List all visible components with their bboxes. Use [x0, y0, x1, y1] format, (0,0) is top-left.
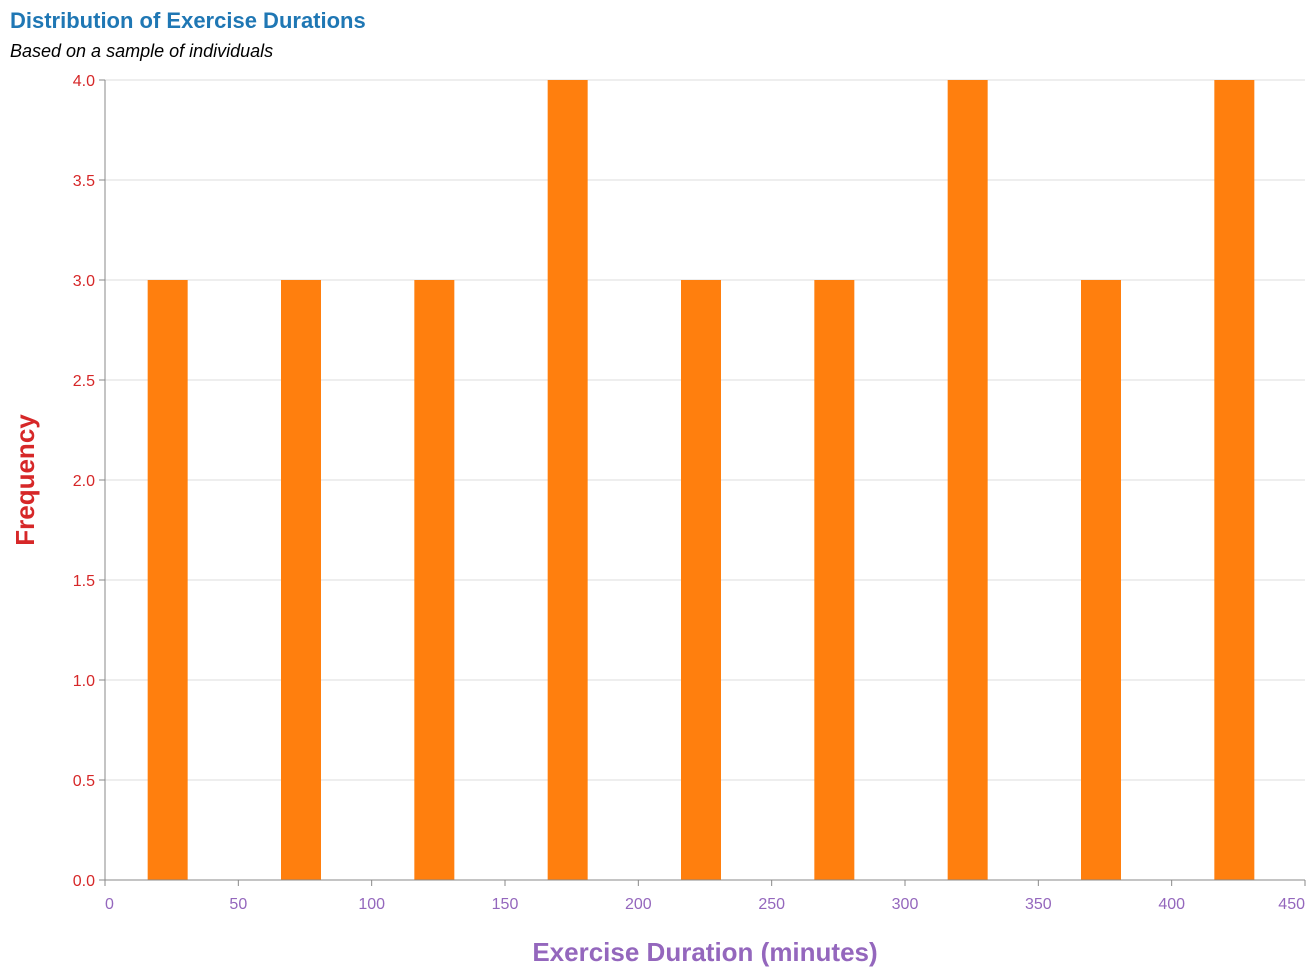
- x-tick-label: 350: [1025, 896, 1052, 913]
- bar: [414, 280, 455, 880]
- x-tick-label: 250: [758, 896, 785, 913]
- x-tick-label: 100: [358, 896, 385, 913]
- x-tick-label: 450: [1278, 896, 1305, 913]
- y-tick-label: 4.0: [73, 73, 95, 90]
- x-tick-label: 150: [492, 896, 519, 913]
- x-tick-label: 300: [892, 896, 919, 913]
- x-tick-label: 400: [1158, 896, 1185, 913]
- y-tick-label: 3.0: [73, 273, 95, 290]
- bar: [681, 280, 721, 880]
- bar: [814, 280, 855, 880]
- y-axis-title: Frequency: [10, 414, 40, 546]
- y-tick-label: 2.5: [73, 373, 95, 390]
- x-tick-label: 0: [105, 896, 114, 913]
- x-tick-label: 200: [625, 896, 652, 913]
- y-tick-label: 0.0: [73, 873, 95, 890]
- bar-layer: [147, 80, 1255, 880]
- bar: [147, 280, 188, 880]
- bar: [947, 80, 988, 880]
- bar: [547, 80, 588, 880]
- bar: [1214, 80, 1255, 880]
- x-tick-label: 50: [229, 896, 247, 913]
- chart-subtitle: Based on a sample of individuals: [10, 41, 274, 61]
- axis-layer: 0.0 0.5 1.0 1.5 2.0 2.5 3.0 3.5 4.0 0 50 100 150 200 2…: [73, 73, 1306, 913]
- chart-title: Distribution of Exercise Durations: [10, 8, 366, 33]
- y-tick-label: 0.5: [73, 773, 95, 790]
- y-tick-label: 1.0: [73, 673, 95, 690]
- y-tick-label: 3.5: [73, 173, 95, 190]
- y-tick-label: 1.5: [73, 573, 95, 590]
- y-tick-label: 2.0: [73, 473, 95, 490]
- x-axis-title: Exercise Duration (minutes): [532, 937, 877, 967]
- bar: [281, 280, 321, 880]
- bar: [1081, 280, 1121, 880]
